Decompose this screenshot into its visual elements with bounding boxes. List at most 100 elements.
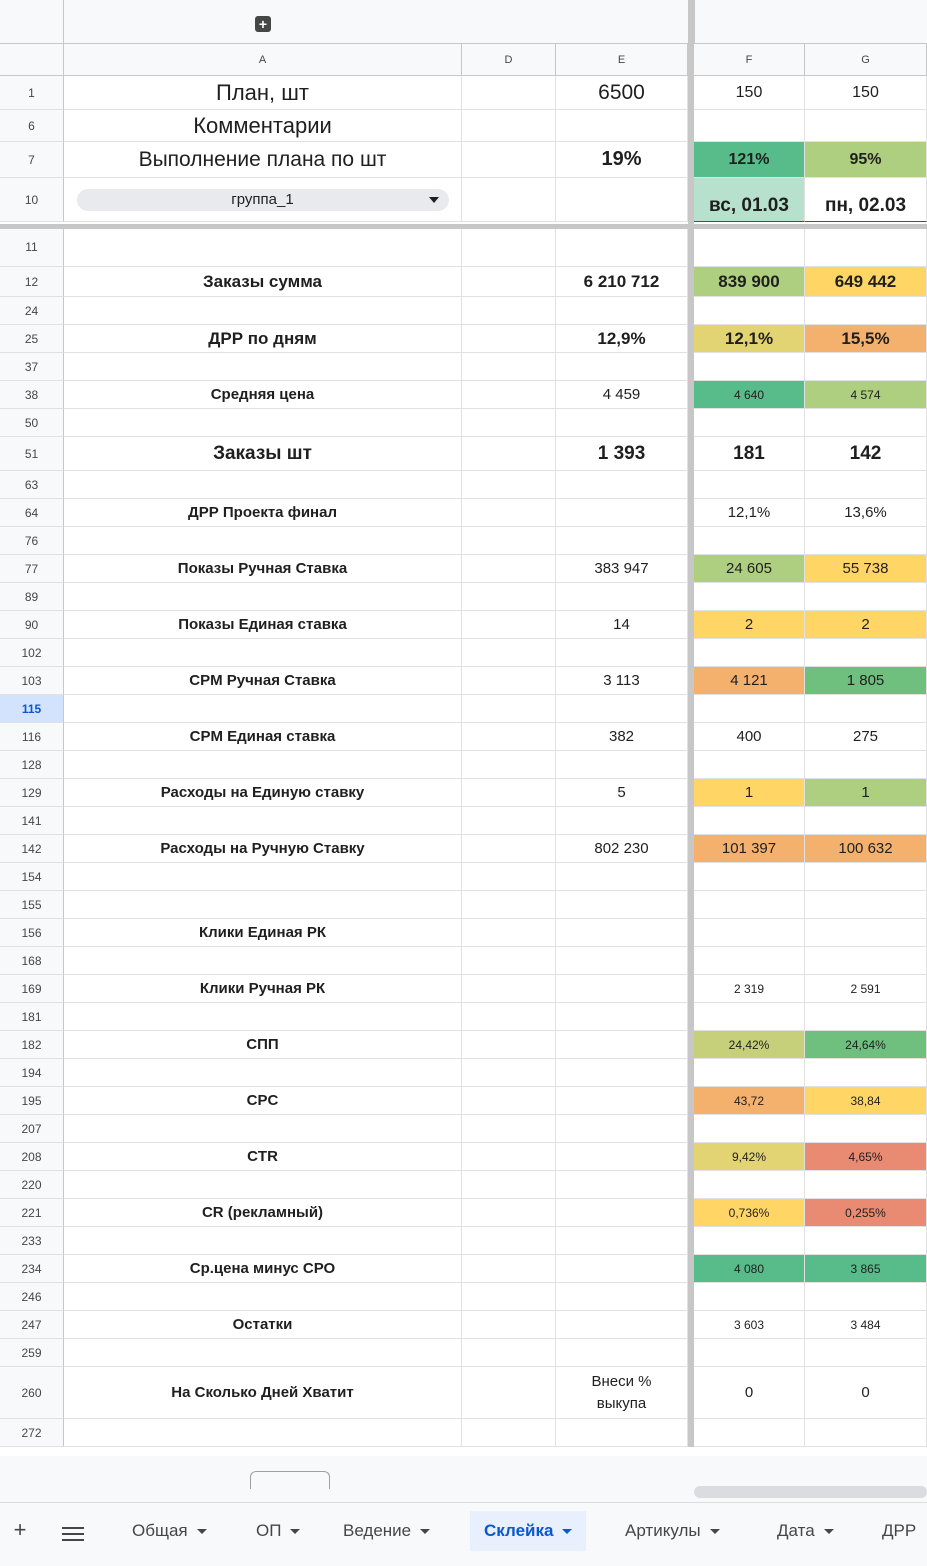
cell-d[interactable] xyxy=(462,76,556,110)
chevron-down-icon[interactable] xyxy=(823,1528,834,1534)
cell-d[interactable] xyxy=(462,723,556,751)
cell-d[interactable] xyxy=(462,667,556,695)
cell-d[interactable] xyxy=(462,1003,556,1031)
cell-e[interactable] xyxy=(556,527,688,555)
row-header[interactable]: 24 xyxy=(0,297,64,325)
cell-d[interactable] xyxy=(462,751,556,779)
row-header[interactable]: 208 xyxy=(0,1143,64,1171)
cell-a[interactable]: ДРР по дням xyxy=(64,325,462,353)
cell-f[interactable] xyxy=(694,1003,805,1031)
cell-a[interactable] xyxy=(64,471,462,499)
row-header[interactable]: 182 xyxy=(0,1031,64,1059)
cell-e[interactable] xyxy=(556,695,688,723)
cell-d[interactable] xyxy=(462,110,556,142)
cell-e[interactable] xyxy=(556,863,688,891)
cell-e[interactable] xyxy=(556,975,688,1003)
cell-d[interactable] xyxy=(462,381,556,409)
cell-d[interactable] xyxy=(462,779,556,807)
sheet-tab[interactable]: Артикулы xyxy=(625,1511,720,1551)
cell-d[interactable] xyxy=(462,142,556,178)
cell-f[interactable]: 12,1% xyxy=(694,499,805,527)
row-header[interactable]: 272 xyxy=(0,1419,64,1447)
cell-a[interactable]: Ср.цена минус СРО xyxy=(64,1255,462,1283)
cell-g[interactable] xyxy=(805,891,927,919)
cell-g[interactable]: 275 xyxy=(805,723,927,751)
cell-e[interactable] xyxy=(556,1171,688,1199)
cell-g[interactable]: 2 591 xyxy=(805,975,927,1003)
cell-a[interactable]: Выполнение плана по шт xyxy=(64,142,462,178)
cell-d[interactable] xyxy=(462,863,556,891)
cell-a[interactable]: План, шт xyxy=(64,76,462,110)
cell-g[interactable]: пн, 02.03 xyxy=(805,178,927,222)
column-header-e[interactable]: E xyxy=(556,44,688,76)
cell-e[interactable]: 382 xyxy=(556,723,688,751)
chevron-down-icon[interactable] xyxy=(709,1528,720,1534)
cell-e[interactable]: 1 393 xyxy=(556,437,688,471)
cell-e[interactable] xyxy=(556,1031,688,1059)
cell-d[interactable] xyxy=(462,1115,556,1143)
cell-f[interactable] xyxy=(694,1115,805,1143)
cell-e[interactable]: 6 210 712 xyxy=(556,267,688,297)
cell-g[interactable]: 38,84 xyxy=(805,1087,927,1115)
cell-a[interactable]: CPC xyxy=(64,1087,462,1115)
cell-d[interactable] xyxy=(462,1171,556,1199)
cell-f[interactable]: 1 xyxy=(694,779,805,807)
row-header[interactable]: 63 xyxy=(0,471,64,499)
cell-g[interactable]: 55 738 xyxy=(805,555,927,583)
row-header[interactable]: 38 xyxy=(0,381,64,409)
cell-g[interactable] xyxy=(805,863,927,891)
cell-f[interactable] xyxy=(694,1059,805,1087)
cell-g[interactable]: 1 xyxy=(805,779,927,807)
column-header-f[interactable]: F xyxy=(694,44,805,76)
cell-f[interactable]: 150 xyxy=(694,76,805,110)
cell-e[interactable] xyxy=(556,891,688,919)
cell-d[interactable] xyxy=(462,178,556,222)
cell-f[interactable]: 101 397 xyxy=(694,835,805,863)
cell-f[interactable]: 3 603 xyxy=(694,1311,805,1339)
cell-g[interactable] xyxy=(805,695,927,723)
row-header[interactable]: 50 xyxy=(0,409,64,437)
cell-a[interactable]: CPM Ручная Ставка xyxy=(64,667,462,695)
cell-f[interactable] xyxy=(694,583,805,611)
row-header[interactable]: 155 xyxy=(0,891,64,919)
cell-d[interactable] xyxy=(462,1227,556,1255)
cell-e[interactable] xyxy=(556,471,688,499)
cell-a[interactable]: CR (рекламный) xyxy=(64,1199,462,1227)
cell-d[interactable] xyxy=(462,1311,556,1339)
cell-f[interactable]: 24,42% xyxy=(694,1031,805,1059)
cell-g[interactable] xyxy=(805,1419,927,1447)
row-header[interactable]: 142 xyxy=(0,835,64,863)
cell-d[interactable] xyxy=(462,297,556,325)
cell-f[interactable]: 24 605 xyxy=(694,555,805,583)
cell-g[interactable]: 150 xyxy=(805,76,927,110)
cell-a[interactable]: Расходы на Ручную Ставку xyxy=(64,835,462,863)
column-header-corner[interactable] xyxy=(0,44,64,76)
cell-d[interactable] xyxy=(462,1419,556,1447)
cell-e[interactable] xyxy=(556,1003,688,1031)
row-header[interactable]: 181 xyxy=(0,1003,64,1031)
row-header[interactable]: 247 xyxy=(0,1311,64,1339)
cell-e[interactable] xyxy=(556,1255,688,1283)
cell-f[interactable]: 0,736% xyxy=(694,1199,805,1227)
row-header[interactable]: 129 xyxy=(0,779,64,807)
cell-a[interactable] xyxy=(64,639,462,667)
cell-g[interactable]: 100 632 xyxy=(805,835,927,863)
row-header[interactable]: 89 xyxy=(0,583,64,611)
cell-g[interactable] xyxy=(805,1339,927,1367)
row-header[interactable]: 141 xyxy=(0,807,64,835)
cell-e[interactable]: 6500 xyxy=(556,76,688,110)
row-header[interactable]: 103 xyxy=(0,667,64,695)
cell-a[interactable] xyxy=(64,1171,462,1199)
cell-g[interactable]: 3 484 xyxy=(805,1311,927,1339)
cell-e[interactable] xyxy=(556,1227,688,1255)
cell-e[interactable] xyxy=(556,110,688,142)
cell-f[interactable]: 4 640 xyxy=(694,381,805,409)
cell-e[interactable]: 5 xyxy=(556,779,688,807)
cell-g[interactable] xyxy=(805,353,927,381)
cell-e[interactable] xyxy=(556,1199,688,1227)
cell-a[interactable] xyxy=(64,947,462,975)
row-header[interactable]: 260 xyxy=(0,1367,64,1419)
cell-f[interactable]: 4 121 xyxy=(694,667,805,695)
cell-g[interactable] xyxy=(805,297,927,325)
column-header-d[interactable]: D xyxy=(462,44,556,76)
